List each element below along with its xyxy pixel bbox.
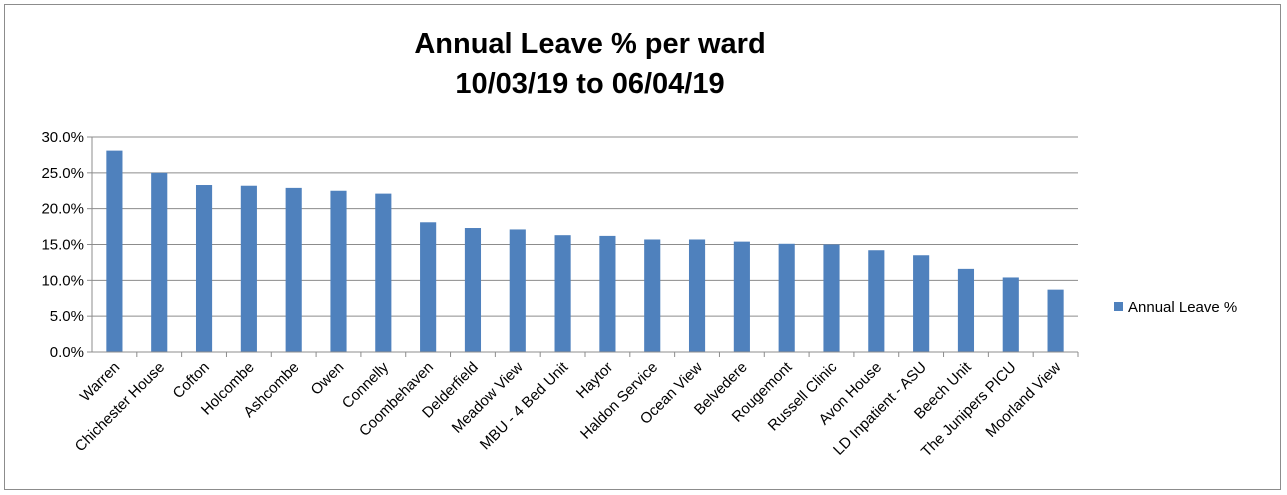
bar bbox=[420, 222, 437, 352]
bar bbox=[554, 235, 571, 352]
legend-swatch bbox=[1114, 302, 1123, 311]
x-tick-label: Owen bbox=[308, 359, 348, 399]
gridlines bbox=[87, 136, 1078, 353]
bar bbox=[1002, 277, 1019, 352]
y-axis-tick-labels: 0.0% 5.0% 10.0% 15.0% 20.0% 25.0% 30.0% bbox=[41, 129, 84, 361]
bar bbox=[733, 241, 750, 352]
chart-subtitle: 10/03/19 to 06/04/19 bbox=[455, 68, 725, 100]
bar bbox=[375, 193, 392, 352]
bar bbox=[778, 243, 795, 352]
chart-title-block: Annual Leave % per ward 10/03/19 to 06/0… bbox=[0, 24, 1180, 104]
x-tick-label: Haldon Service bbox=[577, 359, 661, 443]
bar bbox=[195, 185, 213, 352]
y-tick-label: 15.0% bbox=[41, 237, 84, 254]
bar bbox=[240, 185, 257, 352]
bar bbox=[823, 244, 840, 352]
y-tick-label: 30.0% bbox=[41, 129, 84, 146]
legend-label: Annual Leave % bbox=[1128, 299, 1237, 316]
chart-frame bbox=[4, 4, 1281, 490]
bar bbox=[151, 172, 168, 352]
legend: Annual Leave % bbox=[1114, 299, 1237, 316]
bar bbox=[913, 255, 930, 352]
bar bbox=[509, 229, 526, 352]
y-tick-label: 25.0% bbox=[41, 165, 84, 182]
bar bbox=[957, 268, 975, 352]
bar bbox=[599, 235, 616, 352]
y-tick-label: 20.0% bbox=[41, 201, 84, 218]
bar bbox=[106, 150, 123, 352]
bar bbox=[868, 250, 885, 352]
axes bbox=[91, 137, 1079, 357]
bar bbox=[688, 239, 706, 352]
y-tick-label: 10.0% bbox=[41, 272, 84, 289]
bar bbox=[1047, 289, 1064, 352]
chart-title: Annual Leave % per ward bbox=[414, 28, 766, 60]
bar bbox=[330, 190, 347, 352]
y-tick-label: 0.0% bbox=[50, 344, 84, 361]
bars bbox=[106, 150, 1064, 352]
bar bbox=[644, 239, 661, 352]
y-tick-label: 5.0% bbox=[50, 308, 84, 325]
bar bbox=[285, 187, 302, 352]
x-tick-label: Haytor bbox=[573, 359, 616, 402]
x-tick-label: Cofton bbox=[170, 359, 213, 402]
bar bbox=[464, 228, 482, 352]
